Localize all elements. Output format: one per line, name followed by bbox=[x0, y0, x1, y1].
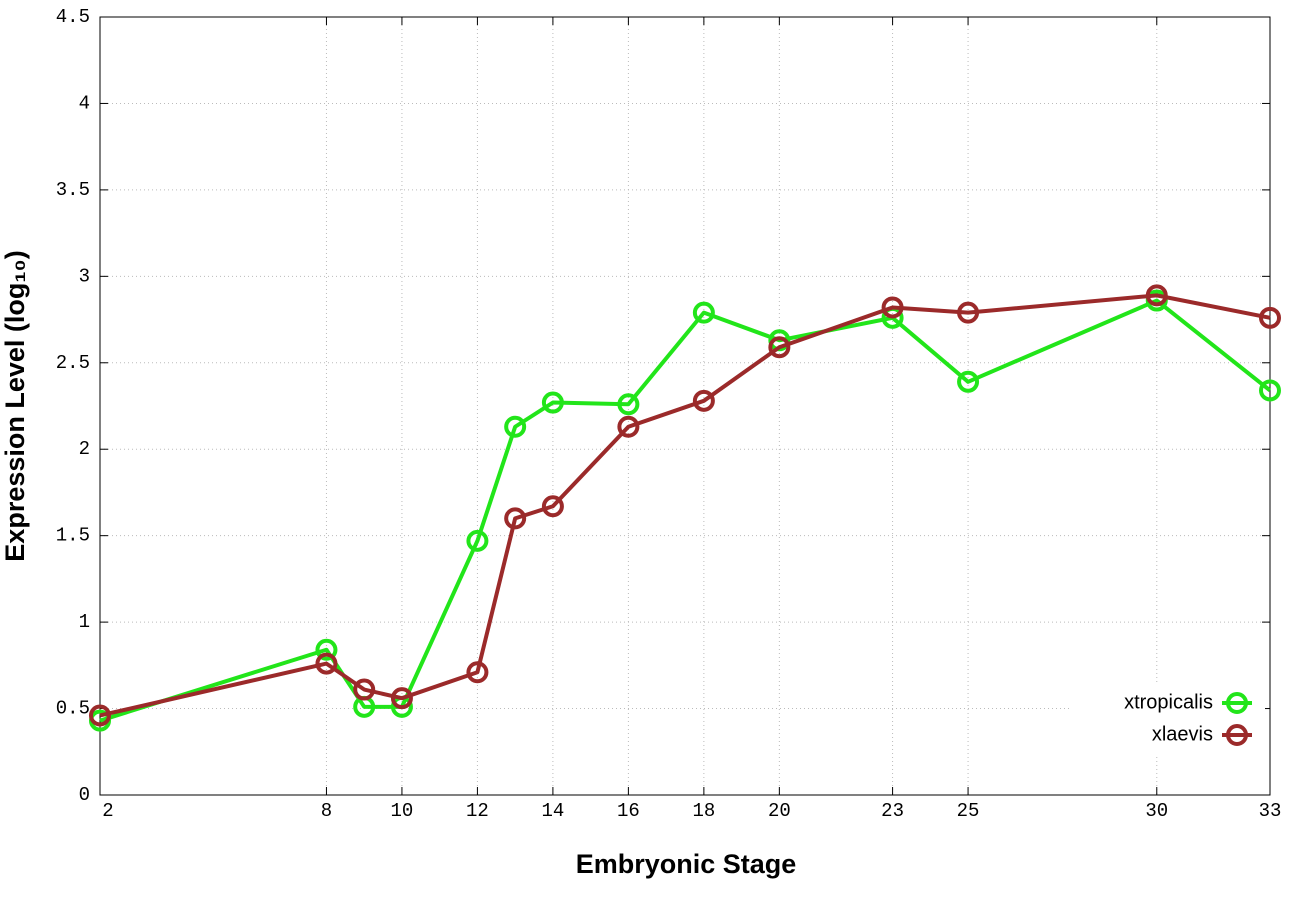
data-point bbox=[957, 370, 980, 393]
x-tick-label: 10 bbox=[391, 800, 414, 822]
legend-swatch-marker bbox=[1226, 692, 1248, 714]
data-point bbox=[504, 507, 527, 530]
y-tick-label: 2 bbox=[79, 438, 90, 460]
x-tick-label: 14 bbox=[541, 800, 564, 822]
plot-frame bbox=[99, 16, 1271, 796]
y-axis-label: Expression Level (log₁₀) bbox=[0, 250, 30, 561]
y-tick-label: 0 bbox=[79, 784, 90, 806]
y-tick-label: 3 bbox=[79, 265, 90, 287]
y-tick-label: 1 bbox=[79, 611, 90, 633]
x-tick-label: 16 bbox=[617, 800, 640, 822]
series-line bbox=[99, 293, 1271, 718]
x-tick-label: 8 bbox=[321, 800, 332, 822]
x-tick-label: 33 bbox=[1259, 800, 1282, 822]
x-tick-label: 18 bbox=[692, 800, 715, 822]
x-tick-label: 20 bbox=[768, 800, 791, 822]
legend-swatch-marker bbox=[1226, 724, 1248, 746]
data-point bbox=[315, 638, 338, 661]
data-point bbox=[315, 652, 338, 675]
y-tick-label: 0.5 bbox=[56, 698, 90, 720]
data-point bbox=[390, 687, 413, 710]
y-tick-label: 3.5 bbox=[56, 179, 90, 201]
x-tick-label: 25 bbox=[957, 800, 980, 822]
legend-label: xtropicalis bbox=[1124, 691, 1213, 713]
data-point bbox=[504, 415, 527, 438]
data-point bbox=[768, 336, 791, 359]
x-tick-label: 2 bbox=[102, 800, 113, 822]
data-point bbox=[466, 529, 489, 552]
data-point bbox=[1259, 306, 1281, 329]
data-point bbox=[617, 415, 640, 438]
y-tick-label: 1.5 bbox=[56, 525, 90, 547]
x-tick-label: 12 bbox=[466, 800, 489, 822]
data-point bbox=[541, 495, 564, 518]
y-tick-label: 4 bbox=[79, 92, 90, 114]
legend-label: xlaevis bbox=[1152, 723, 1213, 745]
series-line bbox=[99, 298, 1272, 723]
data-point bbox=[541, 391, 564, 414]
data-point bbox=[881, 296, 904, 319]
data-point bbox=[957, 301, 980, 324]
x-tick-label: 23 bbox=[881, 800, 904, 822]
x-tick-label: 30 bbox=[1145, 800, 1168, 822]
data-point bbox=[692, 389, 715, 412]
data-point bbox=[1145, 284, 1168, 307]
y-tick-label: 2.5 bbox=[56, 352, 90, 374]
data-point bbox=[692, 301, 715, 324]
data-point bbox=[89, 704, 111, 727]
y-tick-label: 4.5 bbox=[56, 6, 90, 28]
data-point bbox=[466, 661, 489, 684]
data-point bbox=[353, 678, 376, 701]
data-point bbox=[617, 393, 640, 416]
data-point bbox=[1259, 379, 1281, 402]
x-axis-label: Embryonic Stage bbox=[576, 849, 797, 879]
